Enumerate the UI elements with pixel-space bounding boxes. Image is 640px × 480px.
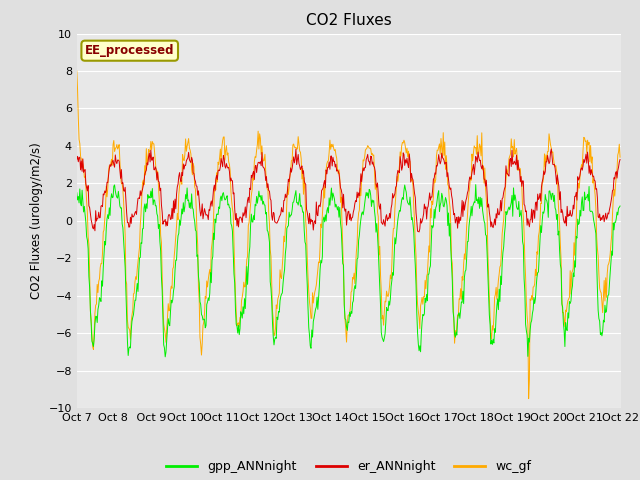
Y-axis label: CO2 Fluxes (urology/m2/s): CO2 Fluxes (urology/m2/s) [30, 143, 43, 299]
Legend: gpp_ANNnight, er_ANNnight, wc_gf: gpp_ANNnight, er_ANNnight, wc_gf [161, 456, 536, 479]
Title: CO2 Fluxes: CO2 Fluxes [306, 13, 392, 28]
Text: EE_processed: EE_processed [85, 44, 175, 57]
